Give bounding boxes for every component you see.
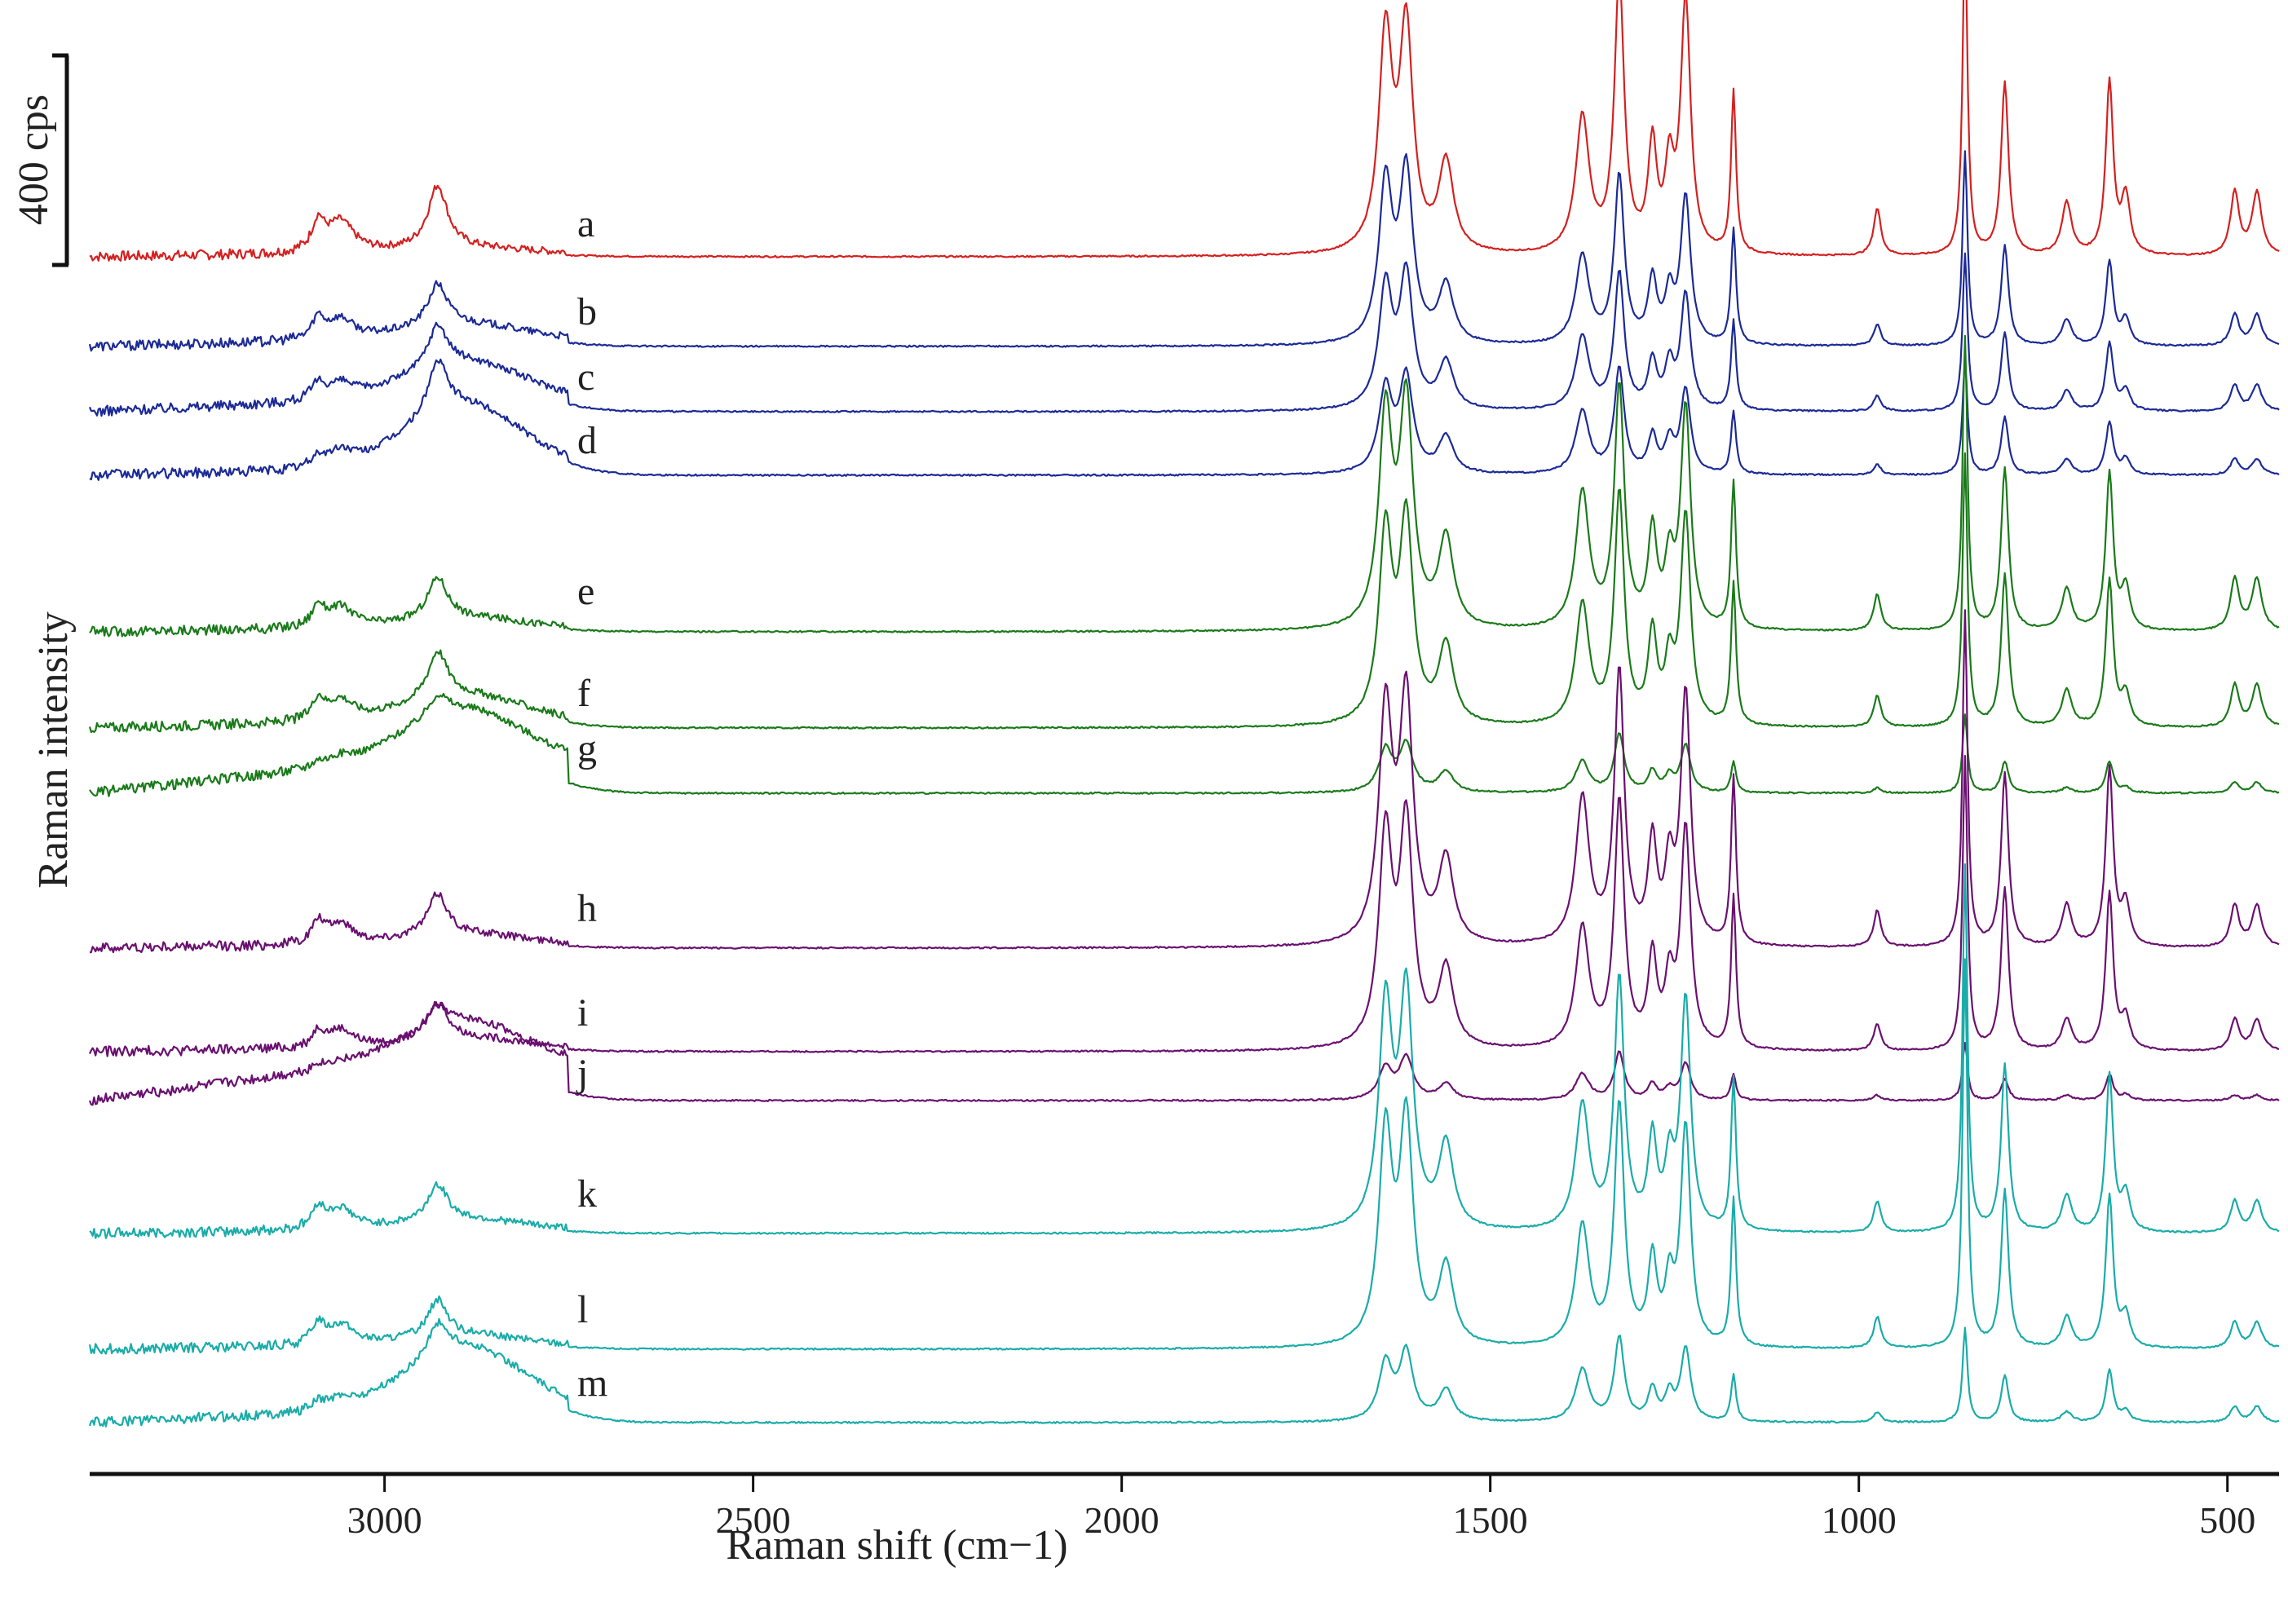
x-tick-label-1000: 1000: [1822, 1499, 1897, 1541]
y-axis-title: Raman intensity: [30, 611, 77, 888]
spectrum-j: [88, 1001, 2280, 1106]
trace-label-a: a: [577, 202, 594, 245]
x-tick-label-1500: 1500: [1453, 1499, 1528, 1541]
trace-label-e: e: [577, 570, 594, 613]
scale-bar: 400 cps: [11, 53, 69, 267]
x-axis: 3000 2500 2000 1500 1000 500: [90, 1472, 2279, 1541]
x-axis-title: Raman shift (cm−1): [726, 1522, 1067, 1569]
spectrum-i: [88, 755, 2280, 1057]
x-tick-label-2000: 2000: [1084, 1499, 1159, 1541]
trace-label-d: d: [577, 419, 597, 462]
trace-label-h: h: [577, 887, 597, 930]
trace-label-g: g: [577, 727, 597, 770]
spectrum-e: [89, 334, 2280, 638]
x-axis-ticks: 3000 2500 2000 1500 1000 500: [347, 1474, 2255, 1541]
trace-labels: a bcd e fg h ij k lm: [576, 202, 607, 1405]
trace-label-i: i: [577, 991, 588, 1035]
spectrum-d: [89, 358, 2280, 481]
x-axis-title-main: Raman shift (cm−1): [726, 1522, 1067, 1569]
spectrum-f: [88, 452, 2280, 734]
spectrum-h: [89, 609, 2280, 954]
scale-bar-label: 400 cps: [11, 95, 57, 225]
spectrum-k: [89, 863, 2280, 1239]
trace-label-c: c: [577, 355, 594, 399]
trace-label-j: j: [576, 1052, 588, 1095]
spectrum-l: [88, 958, 2280, 1355]
spectrum-b: [88, 150, 2280, 352]
trace-label-f: f: [577, 672, 590, 715]
trace-label-k: k: [577, 1172, 597, 1216]
trace-label-l: l: [577, 1288, 588, 1331]
spectrum-a: [89, 0, 2280, 262]
trace-label-m: m: [577, 1361, 607, 1405]
spectrum-m: [88, 1317, 2280, 1428]
spectrum-g: [89, 692, 2280, 797]
trace-label-b: b: [577, 290, 597, 333]
spectrum-c: [88, 252, 2280, 417]
x-tick-label-500: 500: [2199, 1499, 2255, 1541]
x-tick-label-3000: 3000: [347, 1499, 422, 1541]
spectra-traces: [88, 0, 2280, 1428]
x-tick-label-2500: 2500: [716, 1499, 791, 1541]
